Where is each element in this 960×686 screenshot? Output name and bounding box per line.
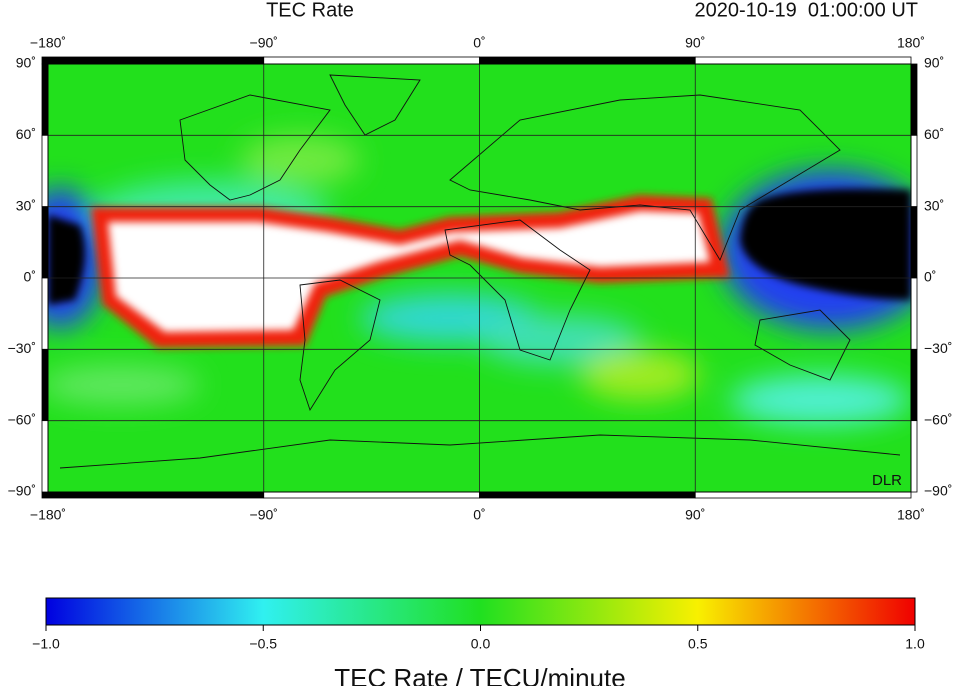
frame-segment	[41, 56, 265, 65]
longitude-label: 90˚	[685, 35, 705, 51]
longitude-label: 180˚	[897, 35, 925, 51]
credit: DLR	[872, 472, 902, 489]
frame-segment	[694, 491, 912, 499]
longitude-label: −180˚	[30, 35, 66, 51]
frame-segment	[41, 277, 49, 350]
frame-segment	[41, 63, 49, 136]
latitude-label: 90˚	[924, 55, 944, 71]
longitude-label: 0˚	[473, 507, 485, 523]
latitude-label: −90˚	[924, 483, 952, 499]
latitude-label: −90˚	[8, 483, 36, 499]
colorbar-tick-label: −1.0	[32, 636, 60, 652]
frame-segment	[263, 491, 480, 499]
latitude-label: 30˚	[924, 197, 944, 213]
latitude-label: 30˚	[16, 197, 36, 213]
latitude-label: 90˚	[16, 55, 36, 71]
longitude-label: −90˚	[250, 35, 278, 51]
frame-segment	[910, 420, 918, 493]
longitude-label: 90˚	[685, 507, 705, 523]
longitude-label: 0˚	[473, 35, 485, 51]
longitude-label: −90˚	[250, 507, 278, 523]
longitude-label: 180˚	[897, 507, 925, 523]
colorbar-tick-label: 0.5	[688, 636, 708, 652]
title: TEC Rate	[266, 0, 354, 21]
colorbar-tick-label: 1.0	[905, 636, 925, 652]
colorbar-tick-label: −0.5	[249, 636, 277, 652]
latitude-label: 0˚	[24, 269, 36, 285]
frame-segment	[910, 277, 918, 350]
timestamp: 2020-10-19 01:00:00 UT	[695, 0, 919, 21]
latitude-label: −30˚	[924, 340, 952, 356]
longitude-label: −180˚	[30, 507, 66, 523]
frame-segment	[41, 491, 265, 499]
frame-segment	[41, 206, 49, 279]
colorbar	[45, 597, 916, 626]
colorbar-tick-label: 0.0	[471, 636, 491, 652]
frame-segment	[910, 63, 918, 136]
frame-segment	[910, 348, 918, 422]
latitude-label: 60˚	[16, 126, 36, 142]
frame-segment	[910, 134, 918, 208]
map-frame	[41, 56, 918, 499]
latitude-label: −60˚	[8, 411, 36, 427]
frame-segment	[41, 348, 49, 422]
frame-segment	[479, 56, 696, 65]
map-border	[47, 63, 912, 493]
frame-segment	[479, 491, 696, 499]
frame-segment	[910, 206, 918, 279]
frame-segment	[694, 56, 912, 65]
latitude-label: −30˚	[8, 340, 36, 356]
latitude-label: −60˚	[924, 411, 952, 427]
latitude-label: 60˚	[924, 126, 944, 142]
frame-segment	[263, 56, 480, 65]
frame-segment	[41, 134, 49, 208]
colorbar-label: TEC Rate / TECU/minute	[334, 663, 625, 686]
coastlines	[59, 74, 901, 469]
frame-segment	[41, 420, 49, 493]
latitude-label: 0˚	[924, 269, 936, 285]
